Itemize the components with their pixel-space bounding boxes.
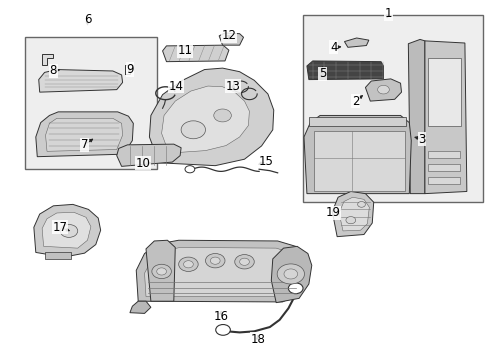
Circle shape xyxy=(234,255,254,269)
Polygon shape xyxy=(306,61,383,80)
Polygon shape xyxy=(36,112,133,157)
Circle shape xyxy=(181,121,205,139)
Bar xyxy=(303,15,483,202)
Polygon shape xyxy=(344,38,368,47)
Circle shape xyxy=(215,324,230,335)
Polygon shape xyxy=(219,33,243,45)
Circle shape xyxy=(284,269,297,279)
Polygon shape xyxy=(42,54,53,65)
Bar xyxy=(44,252,71,259)
Text: 4: 4 xyxy=(329,41,337,54)
Polygon shape xyxy=(407,40,424,194)
Circle shape xyxy=(277,264,304,284)
Text: 15: 15 xyxy=(259,155,273,168)
Polygon shape xyxy=(42,212,91,248)
Circle shape xyxy=(178,257,198,271)
Text: 6: 6 xyxy=(83,13,91,26)
Polygon shape xyxy=(146,240,175,301)
Text: 14: 14 xyxy=(168,80,183,93)
Text: 5: 5 xyxy=(318,67,325,80)
Polygon shape xyxy=(331,192,373,237)
Circle shape xyxy=(210,257,220,264)
Polygon shape xyxy=(271,246,311,303)
Bar xyxy=(25,37,157,169)
Polygon shape xyxy=(144,247,298,297)
Bar xyxy=(308,117,406,126)
Polygon shape xyxy=(424,41,466,194)
Bar xyxy=(427,58,460,126)
Text: 13: 13 xyxy=(225,80,240,93)
Text: 11: 11 xyxy=(177,44,192,57)
Circle shape xyxy=(239,258,249,265)
Polygon shape xyxy=(338,197,368,231)
Polygon shape xyxy=(365,79,401,101)
Circle shape xyxy=(345,217,355,224)
Text: 8: 8 xyxy=(50,64,57,77)
Text: 7: 7 xyxy=(81,138,88,151)
Polygon shape xyxy=(136,240,304,302)
Circle shape xyxy=(205,253,224,268)
Bar xyxy=(313,131,405,191)
Polygon shape xyxy=(130,301,151,314)
Text: 12: 12 xyxy=(221,29,236,42)
Circle shape xyxy=(157,268,166,275)
Bar xyxy=(427,177,459,184)
Circle shape xyxy=(357,202,365,207)
Polygon shape xyxy=(45,118,122,151)
Circle shape xyxy=(213,109,231,122)
Polygon shape xyxy=(162,45,228,62)
Polygon shape xyxy=(117,144,181,166)
Polygon shape xyxy=(39,69,122,92)
Text: 16: 16 xyxy=(213,310,228,324)
Bar xyxy=(427,151,459,158)
Circle shape xyxy=(183,261,193,268)
Polygon shape xyxy=(34,204,101,257)
Text: 18: 18 xyxy=(250,333,264,346)
Circle shape xyxy=(377,85,388,94)
Text: 10: 10 xyxy=(135,157,150,170)
Polygon shape xyxy=(149,68,273,166)
Text: 3: 3 xyxy=(417,132,425,145)
Text: 17: 17 xyxy=(53,221,67,234)
Circle shape xyxy=(60,225,78,237)
Bar xyxy=(427,164,459,171)
Text: 19: 19 xyxy=(325,207,340,220)
Text: 2: 2 xyxy=(351,95,359,108)
Polygon shape xyxy=(161,86,249,153)
Text: 1: 1 xyxy=(384,8,391,21)
Circle shape xyxy=(184,166,194,173)
Circle shape xyxy=(288,283,303,294)
Circle shape xyxy=(152,264,171,279)
Text: 9: 9 xyxy=(126,63,133,76)
Polygon shape xyxy=(304,116,410,194)
